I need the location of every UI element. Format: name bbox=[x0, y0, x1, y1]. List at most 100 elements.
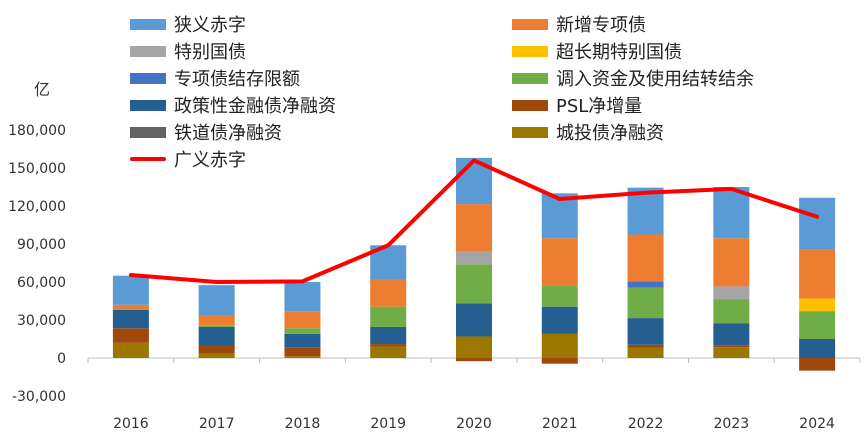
bar-segment bbox=[799, 298, 836, 312]
legend-label: PSL净增量 bbox=[556, 96, 643, 117]
bar-segment bbox=[284, 282, 321, 312]
legend-item: 新增专项债 bbox=[512, 11, 646, 37]
bar-segment bbox=[627, 287, 664, 319]
x-tick-label: 2021 bbox=[542, 416, 578, 432]
bar-segment bbox=[799, 358, 836, 371]
legend-swatch bbox=[130, 99, 166, 111]
line-point bbox=[645, 192, 647, 194]
bar-segment bbox=[713, 299, 750, 324]
bar-segment bbox=[713, 345, 750, 348]
legend-label: 城投债净融资 bbox=[556, 123, 664, 144]
legend-label: 广义赤字 bbox=[174, 150, 246, 171]
bar-segment bbox=[456, 204, 492, 252]
bar-segment bbox=[541, 285, 578, 307]
legend-swatch bbox=[512, 18, 548, 30]
bar-segment bbox=[713, 238, 750, 287]
chart-legend: 狭义赤字 新增专项债特别国债 超长期特别国债专项债结存限额 调入资金及使用结转结余政策… bbox=[0, 0, 865, 180]
legend-item: 特别国债 bbox=[130, 38, 246, 64]
x-tick-label: 2019 bbox=[370, 416, 406, 432]
line-point bbox=[301, 280, 303, 282]
y-tick-label: 90,000 bbox=[17, 237, 66, 253]
bar-segment bbox=[198, 353, 235, 358]
line-point bbox=[130, 274, 132, 276]
bar-segment bbox=[799, 249, 836, 299]
chart-line bbox=[128, 158, 820, 284]
legend-swatch bbox=[130, 126, 166, 138]
legend-label: 专项债结存限额 bbox=[174, 69, 300, 90]
bar-segment bbox=[112, 275, 149, 305]
line-point bbox=[730, 188, 732, 190]
legend-item: 调入资金及使用结转结余 bbox=[512, 65, 754, 91]
bar-segment bbox=[799, 197, 836, 250]
x-tick-label: 2016 bbox=[113, 416, 149, 432]
x-tick-label: 2022 bbox=[628, 416, 664, 432]
bar-segment bbox=[284, 347, 321, 357]
x-tick-label: 2023 bbox=[714, 416, 750, 432]
bar-segment bbox=[456, 358, 492, 362]
bar-segment bbox=[112, 309, 149, 329]
legend-item: 狭义赤字 bbox=[130, 11, 246, 37]
y-tick-label: 0 bbox=[57, 351, 66, 367]
bar-segment bbox=[198, 345, 235, 354]
bar-segment bbox=[713, 323, 750, 346]
bar-segment bbox=[370, 344, 407, 347]
legend-item: 广义赤字 bbox=[130, 146, 246, 172]
bar-segment bbox=[284, 356, 321, 358]
legend-item: 城投债净融资 bbox=[512, 119, 664, 145]
bar-segment bbox=[198, 315, 235, 326]
legend-swatch bbox=[512, 45, 548, 57]
bar-segment bbox=[799, 311, 836, 339]
bar-segment bbox=[713, 347, 750, 358]
x-tick-label: 2024 bbox=[799, 416, 835, 432]
legend-item: 铁道债净融资 bbox=[130, 119, 282, 145]
bar-segment bbox=[627, 318, 664, 345]
legend-swatch bbox=[130, 72, 166, 84]
y-tick-label: 60,000 bbox=[17, 275, 66, 291]
line-point bbox=[216, 281, 218, 283]
legend-label: 狭义赤字 bbox=[174, 15, 246, 36]
chart-bars bbox=[112, 157, 836, 371]
bar-segment bbox=[456, 336, 492, 358]
bar-segment bbox=[112, 328, 149, 343]
chart-tick-labels: -30,000 0 30,000 60,000 90,000 120,000 150,000… bbox=[8, 80, 835, 432]
bar-segment bbox=[541, 333, 578, 358]
bar-segment bbox=[456, 251, 492, 265]
bar-segment bbox=[112, 304, 149, 310]
legend-label: 调入资金及使用结转结余 bbox=[556, 69, 754, 90]
bar-segment bbox=[627, 344, 664, 348]
bar-segment bbox=[198, 325, 235, 327]
legend-swatch bbox=[130, 18, 166, 30]
bar-segment bbox=[456, 303, 492, 337]
bar-segment bbox=[284, 328, 321, 334]
bar-segment bbox=[284, 333, 321, 348]
bar-segment bbox=[370, 279, 407, 307]
line-point bbox=[559, 198, 561, 200]
legend-swatch bbox=[512, 72, 548, 84]
legend-swatch bbox=[512, 126, 548, 138]
x-tick-label: 2017 bbox=[199, 416, 235, 432]
y-tick-label: 30,000 bbox=[17, 313, 66, 329]
y-unit-label: 亿 bbox=[34, 80, 50, 99]
y-tick-label: 150,000 bbox=[8, 161, 66, 177]
bar-segment bbox=[713, 187, 750, 239]
legend-item: 专项债结存限额 bbox=[130, 65, 300, 91]
x-tick-label: 2018 bbox=[285, 416, 321, 432]
bar-segment bbox=[799, 339, 836, 358]
y-tick-label: -30,000 bbox=[12, 389, 66, 405]
legend-item: 超长期特别国债 bbox=[512, 38, 682, 64]
bar-segment bbox=[198, 285, 235, 316]
bar-segment bbox=[627, 281, 664, 288]
legend-swatch bbox=[130, 157, 166, 161]
bar-segment bbox=[112, 342, 149, 358]
legend-label: 特别国债 bbox=[174, 42, 246, 63]
bar-segment bbox=[370, 326, 407, 345]
legend-swatch bbox=[130, 45, 166, 57]
y-tick-label: 120,000 bbox=[8, 199, 66, 215]
legend-item: 政策性金融债净融资 bbox=[130, 92, 336, 118]
legend-label: 超长期特别国债 bbox=[556, 42, 682, 63]
legend-swatch bbox=[512, 99, 548, 111]
bar-segment bbox=[284, 311, 321, 329]
legend-item: PSL净增量 bbox=[512, 92, 642, 118]
line-point bbox=[473, 159, 475, 161]
